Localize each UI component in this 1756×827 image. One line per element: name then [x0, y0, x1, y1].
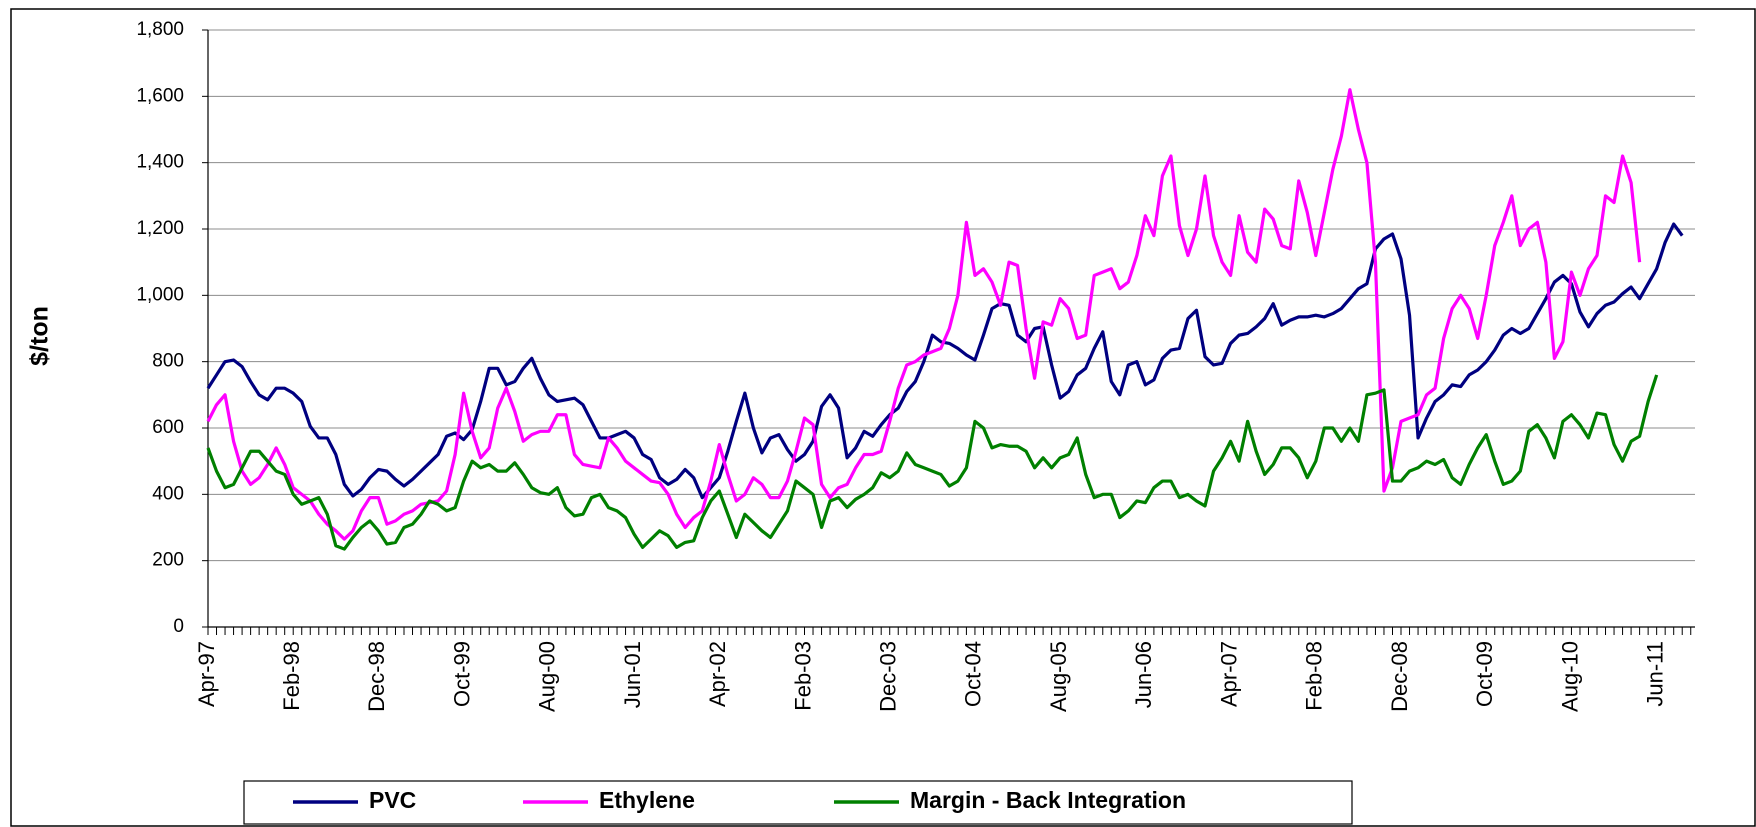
- x-tick-label: Jun-11: [1642, 641, 1667, 707]
- legend-label: PVC: [369, 787, 416, 813]
- legend-label: Ethylene: [599, 787, 695, 813]
- chart-frame: [10, 8, 1756, 827]
- series-line: [206, 222, 1684, 500]
- y-tick-label: 1,000: [136, 284, 184, 305]
- x-tick-label: Jun-06: [1131, 641, 1156, 708]
- x-tick-label: Jun-01: [620, 641, 645, 708]
- legend-label: Margin - Back Integration: [910, 787, 1186, 813]
- x-tick-label: Dec-08: [1387, 641, 1412, 712]
- x-tick-label: Oct-99: [449, 641, 474, 707]
- x-tick-label: Dec-03: [876, 641, 901, 712]
- y-tick-label: 1,200: [136, 218, 184, 239]
- x-tick-label: Aug-00: [535, 641, 560, 712]
- legend-box: [243, 780, 1353, 825]
- series-line: [206, 374, 1659, 551]
- x-tick-label: Dec-98: [364, 641, 389, 712]
- x-tick-label: Oct-04: [961, 641, 986, 707]
- x-tick-label: Apr-07: [1216, 641, 1241, 707]
- y-tick-label: 1,800: [136, 19, 184, 40]
- x-tick-label: Apr-02: [705, 641, 730, 707]
- x-tick-label: Feb-08: [1302, 641, 1327, 711]
- x-tick-label: Aug-10: [1557, 641, 1582, 712]
- x-tick-label: Feb-03: [790, 641, 815, 711]
- y-tick-label: 800: [152, 351, 184, 372]
- y-tick-label: 1,600: [136, 85, 184, 106]
- x-tick-label: Oct-09: [1472, 641, 1497, 707]
- series-line: [206, 88, 1642, 541]
- x-tick-label: Aug-05: [1046, 641, 1071, 712]
- y-tick-label: 200: [152, 550, 184, 571]
- y-axis-label: $/ton: [26, 306, 54, 366]
- y-tick-label: 0: [173, 616, 184, 637]
- y-tick-label: 600: [152, 417, 184, 438]
- x-tick-label: Apr-97: [194, 641, 219, 707]
- y-tick-label: 1,400: [136, 152, 184, 173]
- x-tick-label: Feb-98: [279, 641, 304, 711]
- y-tick-label: 400: [152, 483, 184, 504]
